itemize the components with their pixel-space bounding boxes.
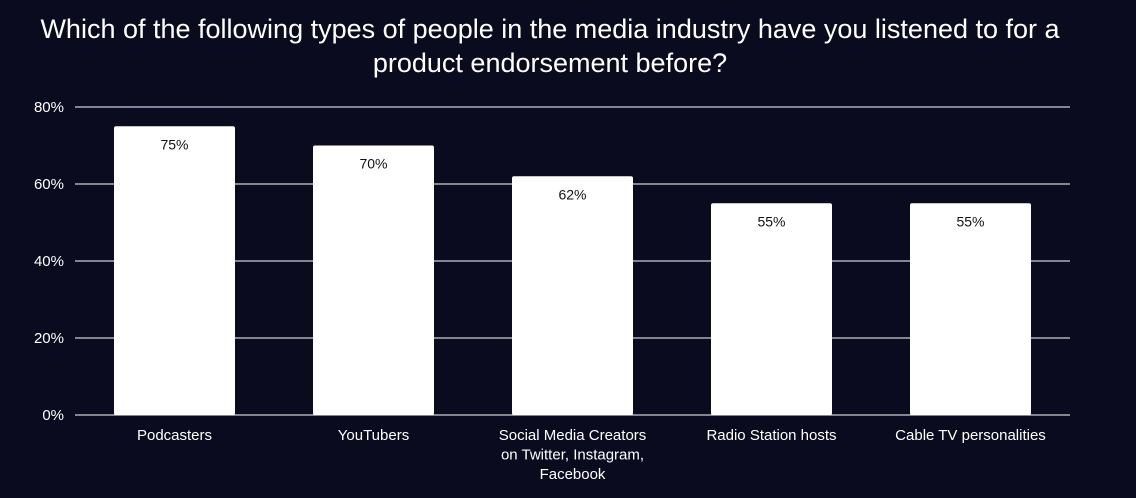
bar <box>313 145 434 415</box>
x-tick-label-line: Facebook <box>540 466 606 483</box>
data-label: 55% <box>956 213 984 229</box>
data-label: 70% <box>359 156 387 172</box>
x-axis-tick-labels: Podcasters YouTubers Social Media Creators… <box>137 427 1046 483</box>
x-tick-label-line: Radio Station hosts <box>706 427 836 444</box>
data-label: 62% <box>558 186 586 202</box>
y-tick-label: 0% <box>42 407 64 424</box>
data-labels: 75% 70% 62% 55% 55% <box>160 136 984 229</box>
x-tick-label: Cable TV personalities <box>895 427 1046 444</box>
x-tick-label-line: on Twitter, Instagram, <box>501 447 644 464</box>
y-tick-label: 40% <box>34 253 64 270</box>
y-tick-label: 80% <box>34 99 64 116</box>
bar <box>512 176 633 415</box>
x-tick-label: Radio Station hosts <box>706 427 836 444</box>
x-tick-label-line: YouTubers <box>338 427 409 444</box>
data-label: 55% <box>757 213 785 229</box>
bar <box>711 203 832 415</box>
bar <box>114 126 235 415</box>
x-tick-label: YouTubers <box>338 427 409 444</box>
y-tick-label: 20% <box>34 330 64 347</box>
y-tick-label: 60% <box>34 176 64 193</box>
y-axis-tick-labels: 0% 20% 40% 60% 80% <box>34 99 64 424</box>
bar <box>910 203 1031 415</box>
x-tick-label-line: Social Media Creators <box>499 427 647 444</box>
x-tick-label: Social Media Creators on Twitter, Instagr… <box>499 427 647 483</box>
x-tick-label-line: Cable TV personalities <box>895 427 1046 444</box>
x-tick-label-line: Podcasters <box>137 427 212 444</box>
chart-title: Which of the following types of people i… <box>40 14 1060 78</box>
bars <box>114 126 1031 415</box>
data-label: 75% <box>160 136 188 152</box>
x-tick-label: Podcasters <box>137 427 212 444</box>
